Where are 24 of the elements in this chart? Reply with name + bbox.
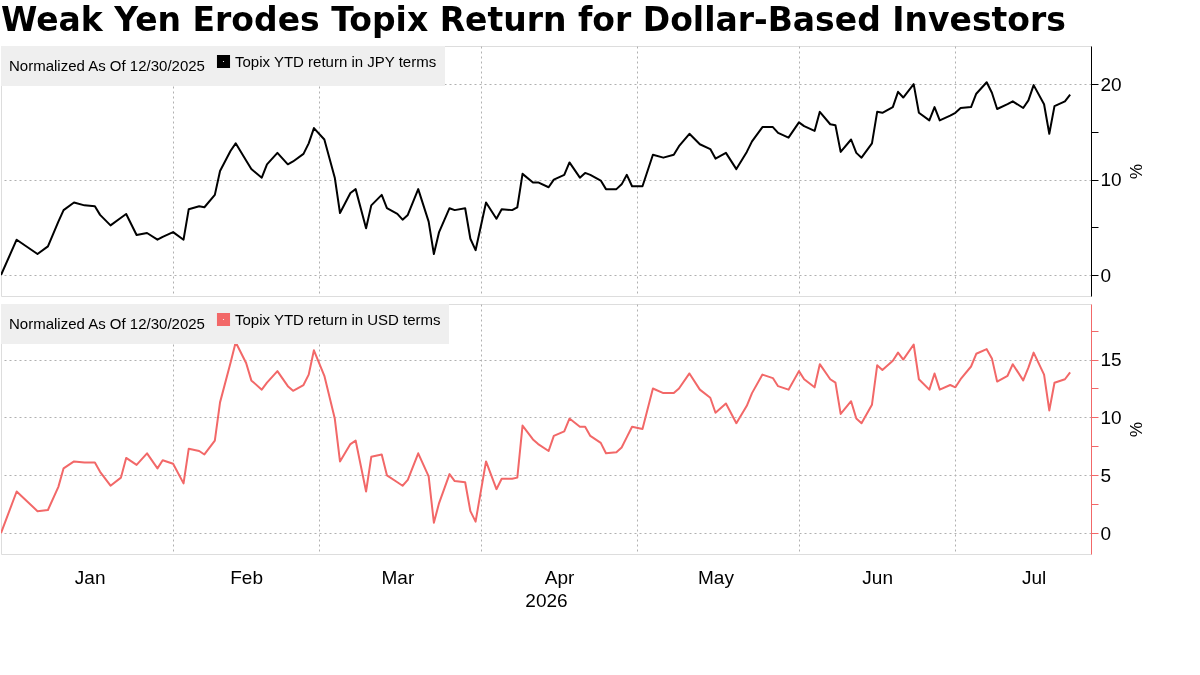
y-tick-label: 10: [1100, 169, 1122, 191]
y-tick-label: 20: [1100, 73, 1122, 95]
x-tick-label: Feb: [230, 566, 263, 588]
line-series: [1, 81, 1072, 277]
line-series: [1, 341, 1072, 535]
y-tick-label: 0: [1100, 264, 1112, 286]
legend-label: Topix YTD return in JPY terms: [235, 52, 437, 70]
chart-title: Weak Yen Erodes Topix Return for Dollar-Based Investors: [1, 0, 1066, 39]
y-tick-label: 5: [1100, 464, 1112, 486]
y-axis-title: %: [1125, 421, 1145, 438]
y-tick-label: 15: [1100, 349, 1122, 371]
x-tick-label: Apr: [544, 566, 575, 588]
x-tick-label: May: [698, 566, 735, 588]
x-axis-title: 2026: [525, 589, 568, 611]
x-tick-label: Mar: [381, 566, 415, 588]
legend-label: Topix YTD return in USD terms: [235, 310, 441, 328]
legend-title: Normalized As Of 12/30/2025: [9, 315, 205, 332]
x-tick-label: Jan: [74, 566, 106, 588]
x-tick-label: Jun: [862, 566, 893, 588]
legend-title: Normalized As Of 12/30/2025: [9, 57, 205, 74]
x-tick-label: Jul: [1021, 566, 1047, 588]
y-tick-label: 0: [1100, 522, 1112, 544]
y-tick-label: 10: [1100, 406, 1122, 428]
y-axis-title: %: [1125, 163, 1145, 180]
